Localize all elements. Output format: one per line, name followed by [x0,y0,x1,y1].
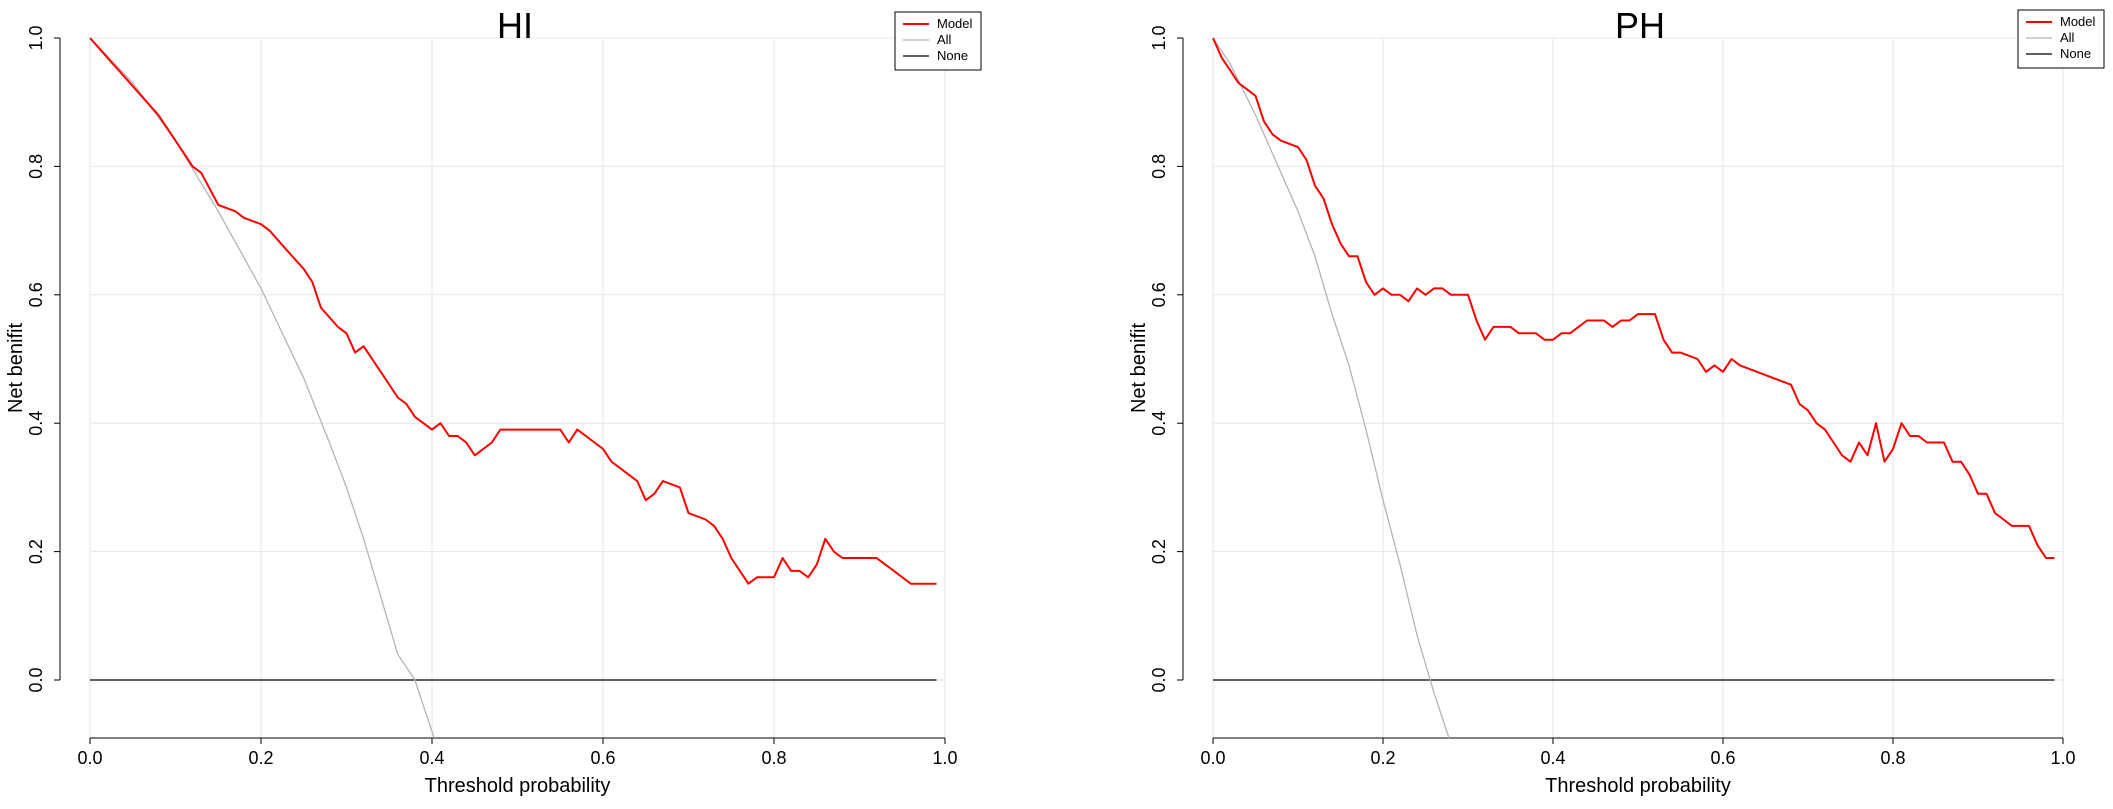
y-tick-label: 0.0 [26,667,46,692]
legend-label-all: All [2060,30,2075,45]
y-tick-label: 0.4 [1149,411,1169,436]
legend-box [2017,9,2105,69]
x-tick-label: 0.4 [419,748,444,768]
x-tick-label: 0.4 [1540,748,1565,768]
chart-panel-hi: 0.0 0.2 0.4 0.6 0.8 1.0 0.0 0.2 0.4 0.6 0.8 1.0 Thre… [5,5,982,797]
y-axis-title: Net benifit [5,323,27,413]
x-tick-label: 1.0 [932,748,957,768]
x-tick-label: 0.8 [1880,748,1905,768]
chart-panel-ph: 0.0 0.2 0.4 0.6 0.8 1.0 0.0 0.2 0.4 0.6 0.8 1.0 Thre… [1128,5,2105,797]
y-tick-label: 1.0 [26,25,46,50]
x-axis-title: Threshold probability [425,775,611,797]
legend-box [894,11,982,71]
x-tick-label: 0.8 [761,748,786,768]
x-tick-label: 0.2 [1370,748,1395,768]
x-tick-label: 0.6 [1710,748,1735,768]
y-tick-label: 0.6 [26,282,46,307]
y-tick-label: 1.0 [1149,25,1169,50]
y-tick-label: 0.8 [1149,154,1169,179]
y-axis-title: Net benifit [1128,323,1150,413]
legend-label-all: All [937,32,952,47]
legend-label-none: None [937,48,968,63]
series-line-model [1212,37,2055,559]
chart-title: PH [1615,5,1665,46]
legend-label-model: Model [937,16,973,31]
x-tick-label: 0.2 [248,748,273,768]
chart-title: HI [497,5,533,46]
y-tick-label: 0.6 [1149,282,1169,307]
y-tick-label: 0.0 [1149,667,1169,692]
y-tick-label: 0.8 [26,154,46,179]
x-tick-label: 0.0 [1200,748,1225,768]
legend-label-model: Model [2060,14,2096,29]
series-line-all [89,37,435,738]
x-tick-label: 1.0 [2050,748,2075,768]
x-tick-label: 0.6 [590,748,615,768]
y-tick-label: 0.4 [26,411,46,436]
series-line-model [89,37,937,585]
y-tick-label: 0.2 [1149,539,1169,564]
y-tick-label: 0.2 [26,539,46,564]
legend-label-none: None [2060,46,2091,61]
x-axis-title: Threshold probability [1545,775,1731,797]
series-line-all [1212,37,1450,738]
x-tick-label: 0.0 [77,748,102,768]
